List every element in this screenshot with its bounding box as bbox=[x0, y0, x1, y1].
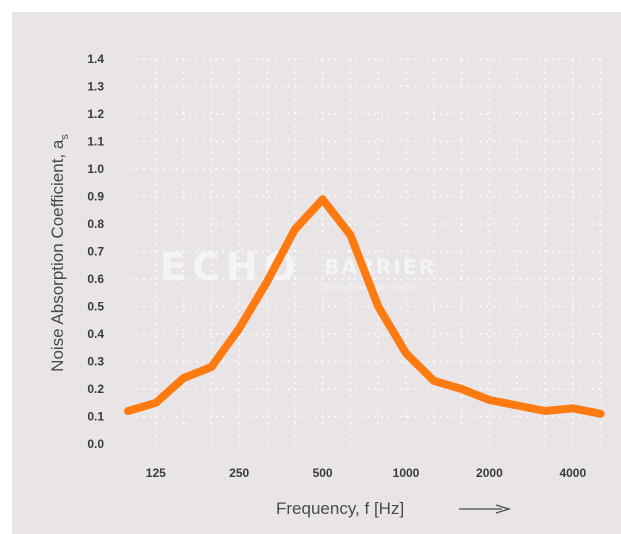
x-tick-label: 125 bbox=[146, 466, 166, 480]
y-axis-label-text: Noise Absorption Coefficient, a bbox=[48, 139, 67, 372]
y-tick-label: 0.4 bbox=[87, 327, 104, 341]
x-axis-label: Frequency, f [Hz] bbox=[276, 499, 404, 518]
y-tick-label: 0.3 bbox=[87, 355, 104, 369]
watermark-secondary: BARRIER bbox=[324, 255, 436, 279]
y-tick-label: 0.9 bbox=[87, 190, 104, 204]
x-tick-label: 2000 bbox=[476, 466, 503, 480]
y-tick-label: 1.4 bbox=[87, 52, 104, 66]
series-line bbox=[124, 195, 605, 418]
y-tick-label: 0.0 bbox=[87, 437, 104, 451]
y-tick-label: 0.7 bbox=[87, 245, 104, 259]
y-tick-label: 1.1 bbox=[87, 135, 104, 149]
y-tick-label: 1.0 bbox=[87, 162, 104, 176]
grid-lines bbox=[130, 58, 602, 444]
absorption-chart: ECHO BARRIER Environmentally Sound 0.00.… bbox=[48, 52, 605, 518]
y-tick-label: 1.3 bbox=[87, 80, 104, 94]
y-tick-label: 0.6 bbox=[87, 272, 104, 286]
arrow-icon bbox=[459, 504, 512, 514]
y-tick-label: 1.2 bbox=[87, 107, 104, 121]
y-axis-ticks: 0.0 0.1 0.2 0.3 0.4 0.5 0.6 0.7 0.8 0.9 1.0 1.1 1.2 1… bbox=[87, 52, 104, 451]
y-axis-label: Noise Absorption Coefficient, as bbox=[48, 134, 71, 372]
chart-panel: ECHO BARRIER Environmentally Sound 0.0 0.… bbox=[12, 12, 621, 534]
x-tick-label: 500 bbox=[313, 466, 333, 480]
y-tick-label: 0.5 bbox=[87, 300, 104, 314]
x-tick-label: 1000 bbox=[393, 466, 420, 480]
x-axis-ticks: 125 250 500 1000 2000 4000 bbox=[146, 466, 587, 480]
x-tick-label: 250 bbox=[229, 466, 249, 480]
y-tick-label: 0.2 bbox=[87, 382, 104, 396]
x-tick-label: 4000 bbox=[559, 466, 586, 480]
y-tick-label: 0.1 bbox=[87, 410, 104, 424]
y-axis-label-subscript: s bbox=[59, 134, 71, 140]
y-tick-label: 0.8 bbox=[87, 217, 104, 231]
